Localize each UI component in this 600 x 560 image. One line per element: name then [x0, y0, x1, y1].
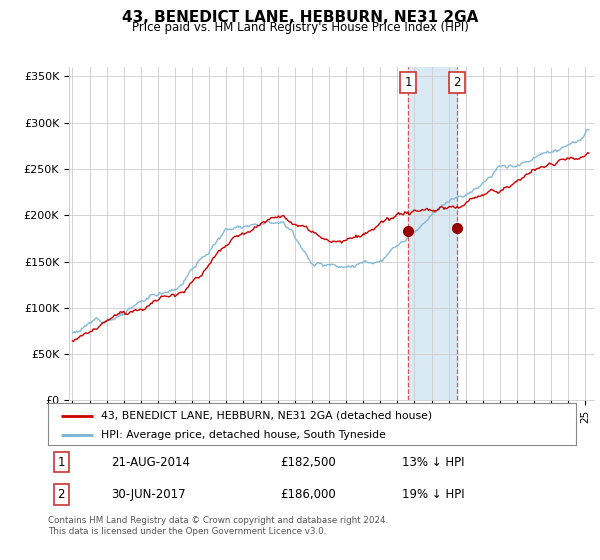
- Text: 13% ↓ HPI: 13% ↓ HPI: [402, 456, 464, 469]
- Bar: [408, 67, 457, 400]
- Text: 19% ↓ HPI: 19% ↓ HPI: [402, 488, 464, 501]
- Text: Contains HM Land Registry data © Crown copyright and database right 2024.
This d: Contains HM Land Registry data © Crown c…: [48, 516, 388, 536]
- Text: 2: 2: [454, 76, 461, 88]
- Text: 43, BENEDICT LANE, HEBBURN, NE31 2GA: 43, BENEDICT LANE, HEBBURN, NE31 2GA: [122, 10, 478, 25]
- Text: 21-AUG-2014: 21-AUG-2014: [112, 456, 190, 469]
- Text: 2: 2: [58, 488, 65, 501]
- Text: 1: 1: [404, 76, 412, 88]
- Text: Price paid vs. HM Land Registry's House Price Index (HPI): Price paid vs. HM Land Registry's House …: [131, 21, 469, 34]
- Text: 1: 1: [58, 456, 65, 469]
- Text: HPI: Average price, detached house, South Tyneside: HPI: Average price, detached house, Sout…: [101, 430, 386, 440]
- Text: 43, BENEDICT LANE, HEBBURN, NE31 2GA (detached house): 43, BENEDICT LANE, HEBBURN, NE31 2GA (de…: [101, 411, 432, 421]
- Text: £186,000: £186,000: [280, 488, 336, 501]
- Text: 30-JUN-2017: 30-JUN-2017: [112, 488, 186, 501]
- Text: £182,500: £182,500: [280, 456, 336, 469]
